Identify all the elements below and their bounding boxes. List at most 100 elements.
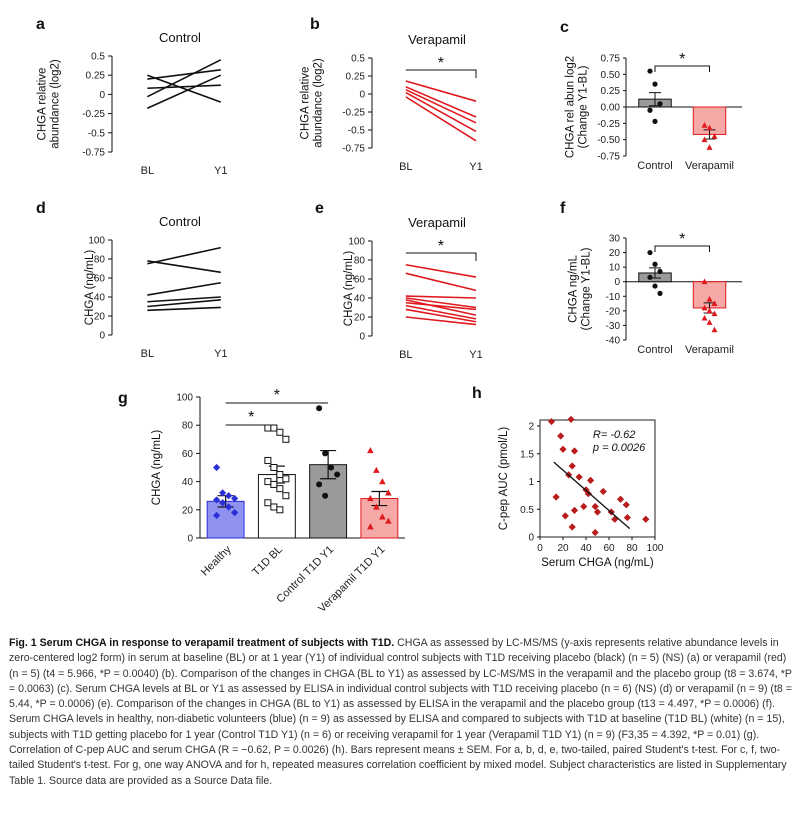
series-line xyxy=(147,306,221,312)
y-tick-label: -0.25 xyxy=(342,108,365,119)
y-tick-label: 100 xyxy=(176,393,193,404)
y-tick-label: 0.00 xyxy=(601,103,621,114)
data-point xyxy=(580,502,588,511)
data-point xyxy=(622,501,630,509)
y-tick-label: 1 xyxy=(528,477,534,488)
data-point xyxy=(282,475,290,483)
chart-title: Control xyxy=(159,30,201,45)
y-tick-label: 0.5 xyxy=(520,505,534,516)
y-axis-label: (Change Y1-BL) xyxy=(581,247,593,330)
data-point xyxy=(334,471,341,478)
data-point xyxy=(570,447,579,455)
y-tick-label: 80 xyxy=(354,256,366,267)
significance-star: * xyxy=(438,55,444,72)
data-point xyxy=(711,133,718,139)
x-tick-label: BL xyxy=(399,349,412,361)
series-line xyxy=(147,84,221,90)
panel-label-a: a xyxy=(36,16,45,33)
series-line xyxy=(147,74,222,103)
data-point xyxy=(647,107,653,113)
data-point xyxy=(225,492,233,500)
data-point xyxy=(652,81,658,87)
panel-label-f: f xyxy=(560,200,566,217)
data-point xyxy=(264,499,272,507)
data-point xyxy=(701,304,708,311)
y-axis-label: CHGA (ng/mL) xyxy=(84,250,96,326)
data-point xyxy=(657,101,663,107)
data-point xyxy=(575,473,583,481)
y-tick-label: -0.75 xyxy=(342,144,365,155)
data-point xyxy=(270,424,278,432)
series-line xyxy=(147,260,221,274)
series-line xyxy=(147,299,221,308)
data-point xyxy=(616,495,625,503)
data-point xyxy=(276,471,284,479)
data-point xyxy=(591,528,599,537)
data-point xyxy=(276,485,284,493)
correlation-annotation: p = 0.0026 xyxy=(592,442,646,454)
data-point xyxy=(568,523,576,531)
y-tick-label: 40 xyxy=(94,293,106,304)
data-point xyxy=(547,417,556,426)
series-line xyxy=(147,74,222,109)
x-tick-label: 60 xyxy=(603,543,615,554)
data-point xyxy=(373,466,380,473)
x-tick-label: Verapamil xyxy=(685,160,734,172)
data-point xyxy=(213,496,221,504)
series-line xyxy=(405,299,477,316)
series-line xyxy=(405,272,477,292)
panel-label-c: c xyxy=(560,19,569,36)
plot-frame xyxy=(539,419,656,538)
y-tick-label: 80 xyxy=(94,255,106,266)
y-tick-label: 0 xyxy=(614,277,620,288)
data-point xyxy=(328,464,335,471)
series-line xyxy=(147,59,222,98)
y-tick-label: 1.5 xyxy=(520,449,534,460)
data-point xyxy=(552,493,560,501)
y-axis-label: CHGA (ng/mL) xyxy=(151,430,163,506)
series-line xyxy=(405,263,477,278)
caption-body: CHGA as assessed by LC-MS/MS (y-axis rep… xyxy=(9,637,792,787)
y-tick-label: -0.25 xyxy=(597,119,620,130)
data-point xyxy=(225,503,233,511)
data-point xyxy=(652,118,658,124)
data-point xyxy=(213,511,221,520)
data-point xyxy=(567,415,575,423)
series-line xyxy=(405,308,477,323)
x-tick-label: T1D BL xyxy=(250,544,285,579)
data-point xyxy=(231,494,239,503)
x-tick-label: Y1 xyxy=(469,349,482,361)
x-tick-label: Y1 xyxy=(469,161,482,173)
y-axis-label: CHGA rel abun log2 xyxy=(565,56,577,158)
data-point xyxy=(701,278,708,285)
data-point xyxy=(557,432,565,440)
x-tick-label: 40 xyxy=(580,543,592,554)
y-axis-label: CHGA relative xyxy=(37,68,49,141)
figure-canvas: a Control 0.5 0.25 0 -0.25 -0.5 -0.75 CHGA relat… xyxy=(36,16,742,615)
data-point xyxy=(711,300,718,306)
figure-caption: Fig. 1 Serum CHGA in response to verapam… xyxy=(9,636,797,789)
correlation-annotation: R= -0.62 xyxy=(593,429,636,441)
y-tick-label: 0 xyxy=(359,90,365,101)
y-tick-label: 40 xyxy=(182,477,194,488)
data-point xyxy=(276,428,284,436)
data-point xyxy=(657,268,663,275)
data-point xyxy=(282,435,290,443)
y-tick-label: 60 xyxy=(182,449,194,460)
data-point xyxy=(706,144,713,150)
y-tick-label: -0.25 xyxy=(82,109,105,120)
series-line xyxy=(405,86,477,118)
y-tick-label: 0.5 xyxy=(91,52,105,63)
y-tick-label: 0.50 xyxy=(601,70,621,81)
y-tick-label: 0.25 xyxy=(346,72,366,83)
series-line xyxy=(405,88,477,124)
y-axis-label: CHGA (ng/mL) xyxy=(343,251,355,327)
data-point xyxy=(264,478,272,486)
data-point xyxy=(270,480,278,488)
x-axis-label: Serum CHGA (ng/mL) xyxy=(541,557,654,569)
y-tick-label: -30 xyxy=(606,321,621,332)
x-tick-label: BL xyxy=(141,165,154,177)
regression-line xyxy=(553,461,631,530)
data-point xyxy=(219,499,227,507)
data-point xyxy=(591,502,599,511)
